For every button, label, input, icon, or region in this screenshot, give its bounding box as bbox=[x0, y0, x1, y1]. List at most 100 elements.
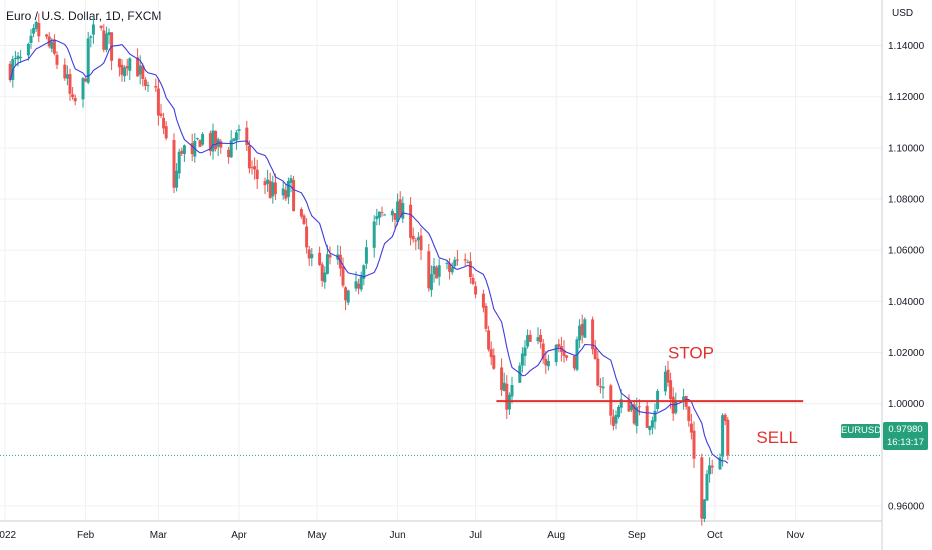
candle-body bbox=[281, 188, 285, 196]
price-tick-label: 1.10000 bbox=[888, 143, 925, 154]
candle-body bbox=[247, 145, 251, 169]
bar-countdown: 16:13:17 bbox=[887, 437, 924, 448]
candle-body bbox=[234, 132, 238, 141]
candle-body bbox=[450, 267, 454, 273]
candle-body bbox=[383, 214, 387, 216]
candle-body bbox=[125, 66, 129, 69]
candle-body bbox=[619, 399, 623, 408]
candle-body bbox=[507, 394, 511, 410]
candle-body bbox=[635, 407, 639, 426]
time-tick-label: Sep bbox=[628, 530, 646, 541]
time-tick-label: 2022 bbox=[0, 530, 17, 541]
candle-body bbox=[393, 213, 397, 220]
price-tick-label: 0.96000 bbox=[888, 502, 925, 513]
candle-body bbox=[650, 420, 654, 428]
candle-body bbox=[645, 405, 649, 428]
candle-body bbox=[614, 414, 618, 424]
candle-body bbox=[427, 251, 431, 289]
candle-body bbox=[723, 414, 727, 421]
candle-body bbox=[266, 179, 270, 184]
candle-body bbox=[117, 58, 121, 68]
time-tick-label: Jul bbox=[469, 530, 482, 541]
candle-body bbox=[627, 399, 631, 412]
candle-body bbox=[143, 79, 147, 86]
candle-body bbox=[583, 319, 587, 338]
candle-body bbox=[344, 287, 348, 301]
candle-body bbox=[557, 344, 561, 347]
candle-body bbox=[362, 265, 366, 279]
price-tick-label: 1.02000 bbox=[888, 348, 925, 359]
candle-body bbox=[380, 212, 384, 214]
candle-body bbox=[544, 358, 548, 366]
stop-annotation[interactable]: STOP bbox=[668, 344, 714, 363]
candle-body bbox=[528, 334, 532, 342]
candle-body bbox=[700, 457, 704, 519]
time-tick-label: Mar bbox=[150, 530, 168, 541]
candle-body bbox=[37, 23, 41, 37]
candle-body bbox=[16, 55, 20, 60]
candle-body bbox=[578, 325, 582, 341]
candle-body bbox=[84, 78, 88, 82]
candle-body bbox=[29, 35, 33, 43]
candle-body bbox=[632, 404, 636, 424]
time-tick-label: Oct bbox=[707, 530, 723, 541]
candle-body bbox=[156, 88, 160, 116]
last-price-value: 0.97980 bbox=[888, 424, 923, 435]
sell-annotation[interactable]: SELL bbox=[756, 428, 798, 447]
candle-body bbox=[214, 130, 218, 150]
candle-body bbox=[237, 129, 241, 132]
candle-body bbox=[539, 334, 543, 343]
candle-body bbox=[227, 149, 231, 158]
candle-body bbox=[219, 141, 223, 148]
candle-body bbox=[448, 263, 452, 272]
candle-body bbox=[466, 261, 470, 263]
candle-body bbox=[208, 133, 212, 152]
candle-body bbox=[669, 380, 673, 400]
candle-body bbox=[250, 167, 254, 169]
candle-body bbox=[268, 180, 272, 198]
candle-body bbox=[489, 349, 493, 358]
candle-body bbox=[429, 274, 433, 291]
candle-body bbox=[325, 254, 329, 274]
candle-body bbox=[372, 221, 376, 248]
candle-body bbox=[419, 235, 423, 251]
candle-body bbox=[245, 127, 249, 146]
candle-body bbox=[323, 272, 327, 283]
candle-body bbox=[523, 347, 527, 356]
candle-body bbox=[468, 261, 472, 278]
candle-body bbox=[320, 264, 324, 281]
candle-body bbox=[302, 215, 306, 224]
candle-body bbox=[292, 180, 296, 212]
candle-body bbox=[702, 499, 706, 519]
candle-body bbox=[123, 67, 127, 77]
candle-body bbox=[445, 262, 449, 264]
candle-body bbox=[593, 348, 597, 360]
candle-body bbox=[357, 283, 361, 289]
candle-body bbox=[201, 134, 205, 145]
axes bbox=[0, 0, 883, 550]
candle-body bbox=[271, 182, 275, 197]
candle-body bbox=[364, 247, 368, 264]
candle-body bbox=[518, 365, 522, 383]
last-price-badge: 0.97980 16:13:17 bbox=[883, 422, 928, 450]
candle-body bbox=[286, 180, 290, 197]
candle-body bbox=[396, 201, 400, 223]
candle-body bbox=[630, 405, 634, 410]
candle-body bbox=[154, 86, 158, 88]
candle-body bbox=[104, 33, 108, 50]
candle-body bbox=[377, 211, 381, 218]
candle-body bbox=[68, 74, 72, 94]
candle-body bbox=[648, 426, 652, 431]
candle-body bbox=[572, 356, 576, 369]
candle-body bbox=[89, 36, 93, 38]
candle-body bbox=[50, 41, 54, 49]
candle-body bbox=[136, 57, 140, 77]
candle-body bbox=[546, 360, 550, 367]
candle-body bbox=[708, 465, 712, 475]
candle-body bbox=[692, 430, 696, 459]
candle-body bbox=[159, 113, 163, 116]
candle-body bbox=[554, 344, 558, 363]
candle-body bbox=[721, 415, 725, 457]
time-tick-label: Apr bbox=[231, 530, 247, 541]
